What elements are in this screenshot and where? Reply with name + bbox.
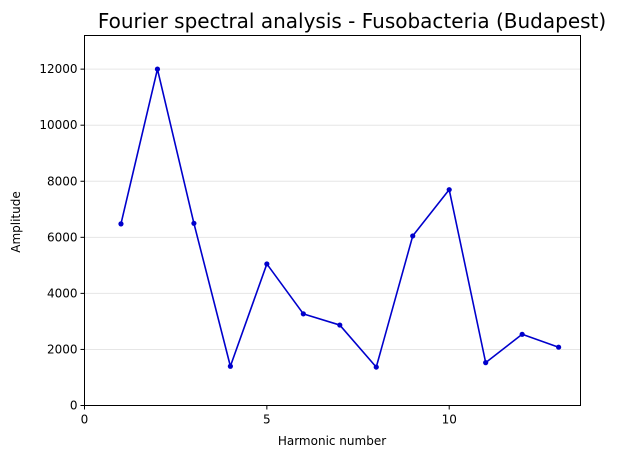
series-line <box>120 68 559 368</box>
data-point <box>410 233 416 239</box>
x-tick-label: 10 <box>442 413 457 427</box>
data-point <box>373 364 379 370</box>
x-axis: 0 5 10 <box>81 405 457 427</box>
y-tick-label: 8000 <box>47 174 78 188</box>
data-point <box>264 261 270 267</box>
data-point <box>556 344 562 350</box>
x-tick-label: 5 <box>263 413 271 427</box>
y-tick-label: 4000 <box>47 286 78 300</box>
y-tick-label: 2000 <box>47 342 78 356</box>
data-point <box>446 187 452 193</box>
data-point <box>519 331 525 337</box>
data-point <box>191 220 197 226</box>
y-tick-label: 0 <box>70 399 78 413</box>
plot-frame <box>84 35 581 406</box>
data-point <box>483 360 489 366</box>
x-axis-label: Harmonic number <box>278 434 386 448</box>
data-point <box>337 322 343 328</box>
y-tick-label: 6000 <box>47 230 78 244</box>
data-point <box>118 221 124 227</box>
data-point <box>300 311 306 317</box>
data-point <box>227 363 233 369</box>
y-tick-label: 12000 <box>39 62 77 76</box>
grid-lines <box>84 68 581 350</box>
series-layer <box>118 66 562 370</box>
y-axis: 0 2000 4000 6000 8000 10000 12000 <box>39 62 85 413</box>
x-tick-label: 0 <box>81 413 89 427</box>
chart-title: Fourier spectral analysis - Fusobacteria… <box>98 9 606 33</box>
y-tick-label: 10000 <box>39 118 77 132</box>
data-point <box>154 66 161 72</box>
y-axis-label: Amplitude <box>9 191 23 253</box>
